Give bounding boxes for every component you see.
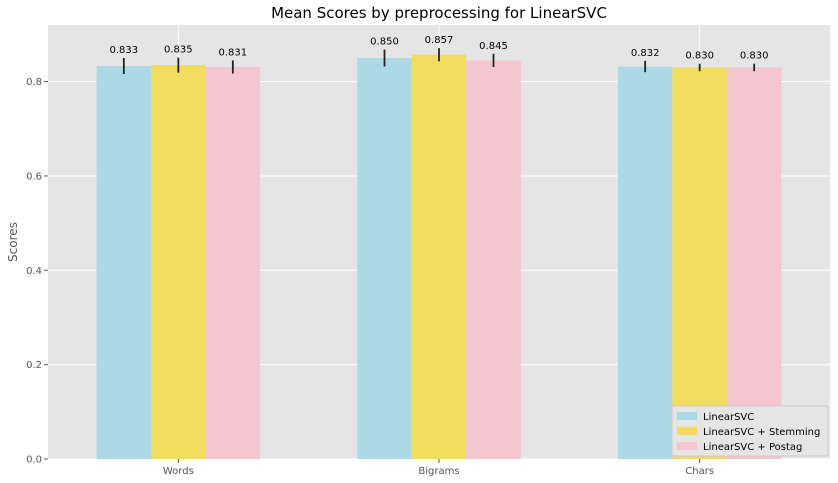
bar (617, 66, 673, 459)
y-axis-ticks: 0.0 0.2 0.4 0.6 0.8 (26, 77, 48, 466)
y-axis-label: Scores (6, 222, 20, 262)
legend-entry: LinearSVC (703, 412, 754, 423)
chart-title: Mean Scores by preprocessing for LinearS… (271, 4, 607, 22)
bar (672, 67, 727, 460)
data-label: 0.831 (219, 47, 248, 58)
legend-entry: LinearSVC + Postag (703, 442, 802, 453)
legend-swatch (677, 427, 697, 435)
bar (411, 54, 467, 459)
bar (205, 66, 261, 460)
bars (96, 54, 782, 460)
legend-box (671, 405, 829, 457)
x-tick-label: Bigrams (418, 466, 459, 477)
data-label: 0.835 (164, 45, 193, 56)
x-tick-label: Chars (685, 466, 714, 477)
data-label: 0.832 (631, 48, 660, 59)
legend: LinearSVC LinearSVC + Stemming LinearSVC +… (671, 405, 829, 457)
data-label: 0.845 (479, 41, 508, 52)
bar (151, 65, 206, 459)
data-label: 0.830 (685, 51, 714, 62)
data-label: 0.857 (425, 35, 454, 46)
y-tick-label: 0.4 (26, 266, 42, 277)
error-bars (122, 48, 756, 75)
legend-entry: LinearSVC + Stemming (703, 427, 820, 438)
bar (466, 60, 521, 460)
x-axis-ticks: Words Bigrams Chars (163, 459, 714, 477)
y-tick-label: 0.6 (26, 171, 42, 182)
x-tick-label: Words (163, 466, 194, 477)
legend-swatch (677, 442, 697, 450)
y-tick-label: 0.2 (26, 360, 42, 371)
data-label: 0.833 (110, 45, 139, 56)
legend-swatch (677, 412, 697, 420)
bar (357, 58, 412, 460)
data-label: 0.850 (370, 37, 399, 48)
data-labels: 0.833 0.850 0.832 0.835 0.857 0.830 0.831 0.845… (110, 35, 769, 62)
y-tick-label: 0.8 (26, 77, 42, 88)
bar (96, 66, 152, 459)
y-tick-label: 0.0 (26, 455, 42, 466)
data-label: 0.830 (740, 51, 769, 62)
bar (726, 67, 782, 460)
